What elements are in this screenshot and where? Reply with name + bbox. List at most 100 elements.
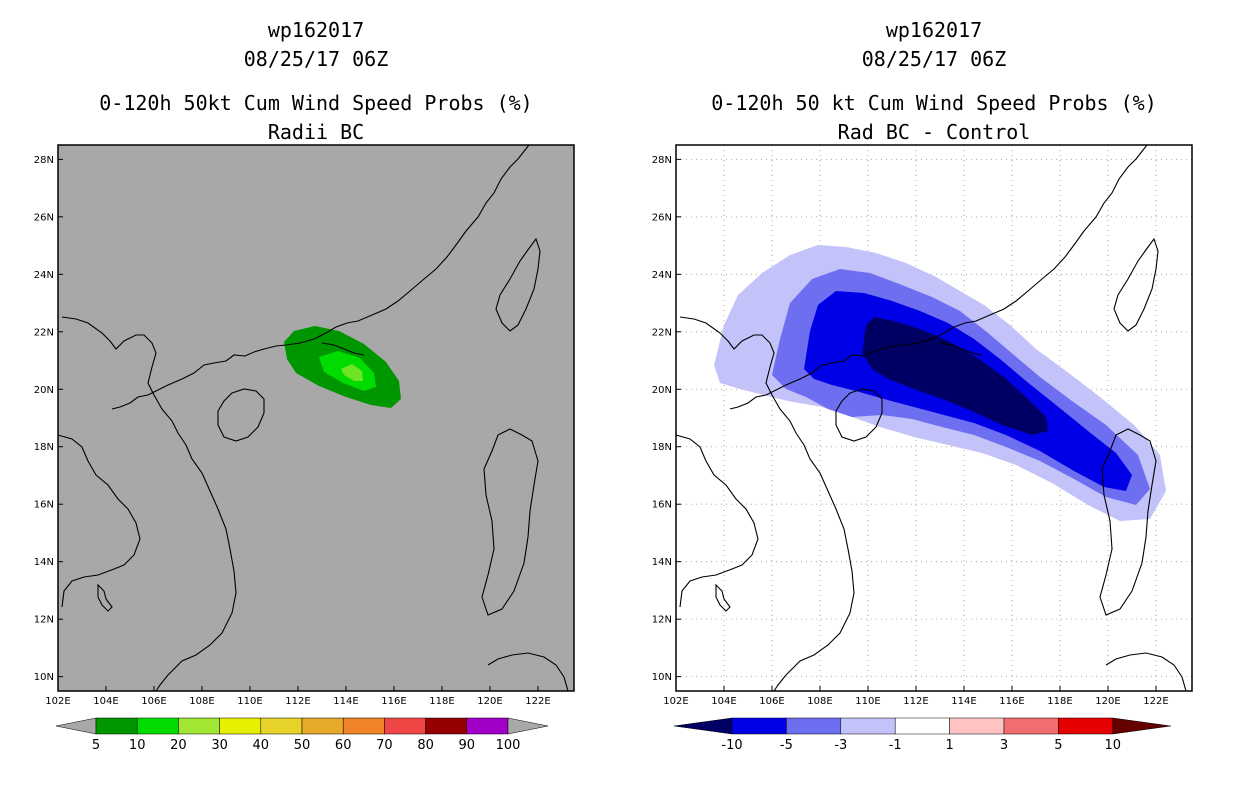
lat-tick-label: 14N: [34, 557, 54, 568]
lat-tick-label: 10N: [34, 672, 54, 683]
lon-tick-label: 102E: [45, 696, 70, 707]
colorbar-label: 70: [376, 738, 393, 753]
left-map-background: [58, 145, 574, 691]
lon-tick-label: 102E: [663, 696, 688, 707]
lat-tick-label: 24N: [652, 270, 672, 281]
right-subtitle: Rad BC - Control: [837, 120, 1031, 144]
lon-tick-label: 106E: [141, 696, 166, 707]
lon-tick-label: 110E: [237, 696, 262, 707]
colorbar-label: -10: [721, 738, 742, 753]
colorbar-box: [731, 717, 787, 735]
lat-tick-label: 10N: [652, 672, 672, 683]
colorbar-box: [342, 717, 385, 735]
lon-tick-label: 122E: [1143, 696, 1168, 707]
lat-tick-label: 16N: [34, 500, 54, 511]
colorbar-label: 10: [129, 738, 146, 753]
colorbar-box: [95, 717, 138, 735]
right-storm-id: wp162017: [885, 18, 983, 42]
lat-tick-label: 18N: [652, 442, 672, 453]
lon-tick-label: 110E: [855, 696, 880, 707]
right-datetime: 08/25/17 06Z: [861, 47, 1007, 71]
colorbar-label: 30: [211, 738, 228, 753]
lon-tick-label: 104E: [93, 696, 118, 707]
colorbar-box: [840, 717, 896, 735]
lat-tick-label: 26N: [34, 212, 54, 223]
lon-tick-label: 108E: [189, 696, 214, 707]
right-axes: 102E 104E 106E 108E 110E 112E 114E 116E 118E 120E…: [652, 155, 1169, 707]
lon-tick-label: 122E: [525, 696, 550, 707]
colorbar-box: [949, 717, 1005, 735]
lat-tick-label: 28N: [34, 155, 54, 166]
lon-tick-label: 112E: [285, 696, 310, 707]
left-title: 0-120h 50kt Cum Wind Speed Probs (%): [99, 91, 533, 115]
right-map-svg: 102E 104E 106E 108E 110E 112E 114E 116E 118E 120E…: [652, 144, 1193, 707]
colorbar-label: 1: [945, 738, 953, 753]
lon-tick-label: 116E: [999, 696, 1024, 707]
colorbar-low-arrow: [673, 717, 733, 735]
left-map-frame: [57, 144, 575, 692]
colorbar-box: [178, 717, 220, 735]
colorbar-box: [894, 717, 950, 735]
colorbar-label: 5: [92, 738, 100, 753]
right-title: 0-120h 50 kt Cum Wind Speed Probs (%): [711, 91, 1157, 115]
lat-tick-label: 12N: [652, 615, 672, 626]
colorbar-high-arrow: [1112, 717, 1171, 735]
lat-tick-label: 28N: [652, 155, 672, 166]
colorbar-box: [384, 717, 426, 735]
colorbar-label: 3: [1000, 738, 1008, 753]
lon-tick-label: 118E: [429, 696, 454, 707]
right-colorbar: -10 -5 -3 -1 1 3 5 10: [673, 717, 1171, 753]
lon-tick-label: 114E: [333, 696, 358, 707]
colorbar-label: -3: [834, 738, 847, 753]
diff-contour-minus-10: [862, 317, 1048, 435]
lon-tick-label: 104E: [711, 696, 736, 707]
colorbar-label: 50: [294, 738, 311, 753]
colorbar-low-arrow: [55, 717, 97, 735]
colorbar-label: -5: [780, 738, 793, 753]
colorbar-label: -1: [889, 738, 902, 753]
lon-tick-label: 116E: [381, 696, 406, 707]
lat-tick-label: 24N: [34, 270, 54, 281]
right-map: 102E 104E 106E 108E 110E 112E 114E 116E 118E 120E…: [652, 144, 1193, 707]
lon-tick-label: 114E: [951, 696, 976, 707]
lon-tick-label: 106E: [759, 696, 784, 707]
colorbar-box: [425, 717, 468, 735]
lat-tick-label: 12N: [34, 615, 54, 626]
lat-tick-label: 22N: [34, 327, 54, 338]
left-title-block: wp162017 08/25/17 06Z 0-120h 50kt Cum Wi…: [58, 16, 574, 147]
right-diff-contours: [714, 245, 1166, 521]
colorbar-label: 40: [253, 738, 270, 753]
colorbar-box: [1058, 717, 1114, 735]
right-map-frame: [675, 144, 1193, 692]
left-coastlines: [57, 144, 569, 692]
colorbar-label: 10: [1105, 738, 1122, 753]
colorbar-label: 100: [496, 738, 521, 753]
lat-tick-label: 20N: [652, 385, 672, 396]
lat-tick-label: 20N: [34, 385, 54, 396]
lon-tick-label: 120E: [477, 696, 502, 707]
lon-tick-label: 120E: [1095, 696, 1120, 707]
right-coastlines: [675, 144, 1187, 692]
left-map: 102E 104E 106E 108E 110E 112E 114E 116E 118E 120E…: [34, 144, 575, 707]
colorbar-box: [786, 717, 842, 735]
left-prob-contours: [284, 326, 401, 408]
lon-tick-label: 108E: [807, 696, 832, 707]
lon-tick-label: 118E: [1047, 696, 1072, 707]
prob-contour-20: [341, 364, 363, 381]
colorbar-box: [260, 717, 303, 735]
colorbar-label: 5: [1054, 738, 1062, 753]
colorbar-high-arrow: [507, 717, 549, 735]
colorbar-box: [301, 717, 344, 735]
colorbar-label: 60: [335, 738, 352, 753]
left-subtitle: Radii BC: [267, 120, 365, 144]
lat-tick-label: 22N: [652, 327, 672, 338]
lat-tick-label: 16N: [652, 500, 672, 511]
lat-tick-label: 18N: [34, 442, 54, 453]
right-title-block: wp162017 08/25/17 06Z 0-120h 50 kt Cum W…: [676, 16, 1192, 147]
colorbar-box: [1003, 717, 1059, 735]
colorbar-label: 20: [170, 738, 187, 753]
colorbar-box: [136, 717, 179, 735]
colorbar-box: [219, 717, 262, 735]
left-storm-id: wp162017: [267, 18, 365, 42]
left-datetime: 08/25/17 06Z: [243, 47, 389, 71]
